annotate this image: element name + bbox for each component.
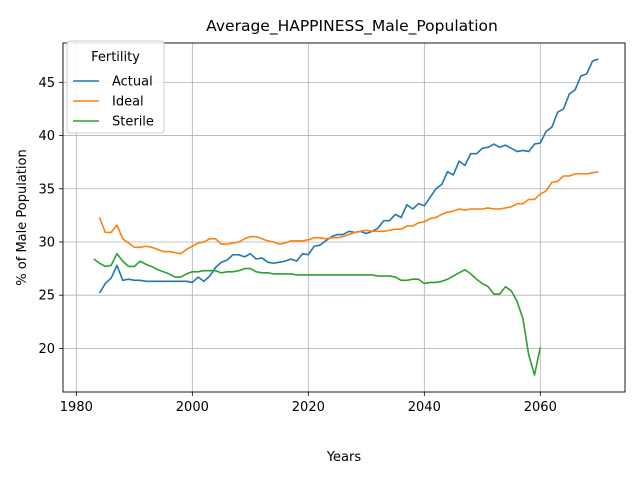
y-tick-label: 35 xyxy=(38,182,55,197)
x-axis-label: Years xyxy=(326,450,362,465)
y-tick-label: 25 xyxy=(38,289,55,304)
legend-label-ideal: Ideal xyxy=(112,95,144,110)
y-tick-label: 45 xyxy=(38,76,55,91)
series-line-actual xyxy=(98,58,599,294)
x-tick-label: 2020 xyxy=(292,400,325,415)
series-lines xyxy=(93,58,599,376)
series-line-ideal xyxy=(98,170,599,255)
chart-title: Average_HAPPINESS_Male_Population xyxy=(206,17,498,36)
y-axis-label: % of Male Population xyxy=(15,149,30,285)
legend-box xyxy=(66,40,165,134)
y-tick-label: 40 xyxy=(38,129,55,144)
y-tick-label: 30 xyxy=(38,235,55,250)
plot-frame xyxy=(62,42,626,393)
y-tick-label: 20 xyxy=(38,342,55,357)
legend-label-sterile: Sterile xyxy=(112,115,154,130)
x-tick-label: 2000 xyxy=(176,400,209,415)
x-tick-label: 1980 xyxy=(60,400,93,415)
x-tick-label: 2060 xyxy=(524,400,557,415)
legend-label-actual: Actual xyxy=(112,75,153,90)
series-line-sterile xyxy=(93,252,542,376)
legend: Fertility Actual Ideal Sterile xyxy=(66,40,165,134)
axis-ticks: 1980 2000 2020 2040 2060 20 25 30 35 40 45 xyxy=(38,76,556,415)
legend-title: Fertility xyxy=(91,50,140,65)
x-tick-label: 2040 xyxy=(408,400,441,415)
